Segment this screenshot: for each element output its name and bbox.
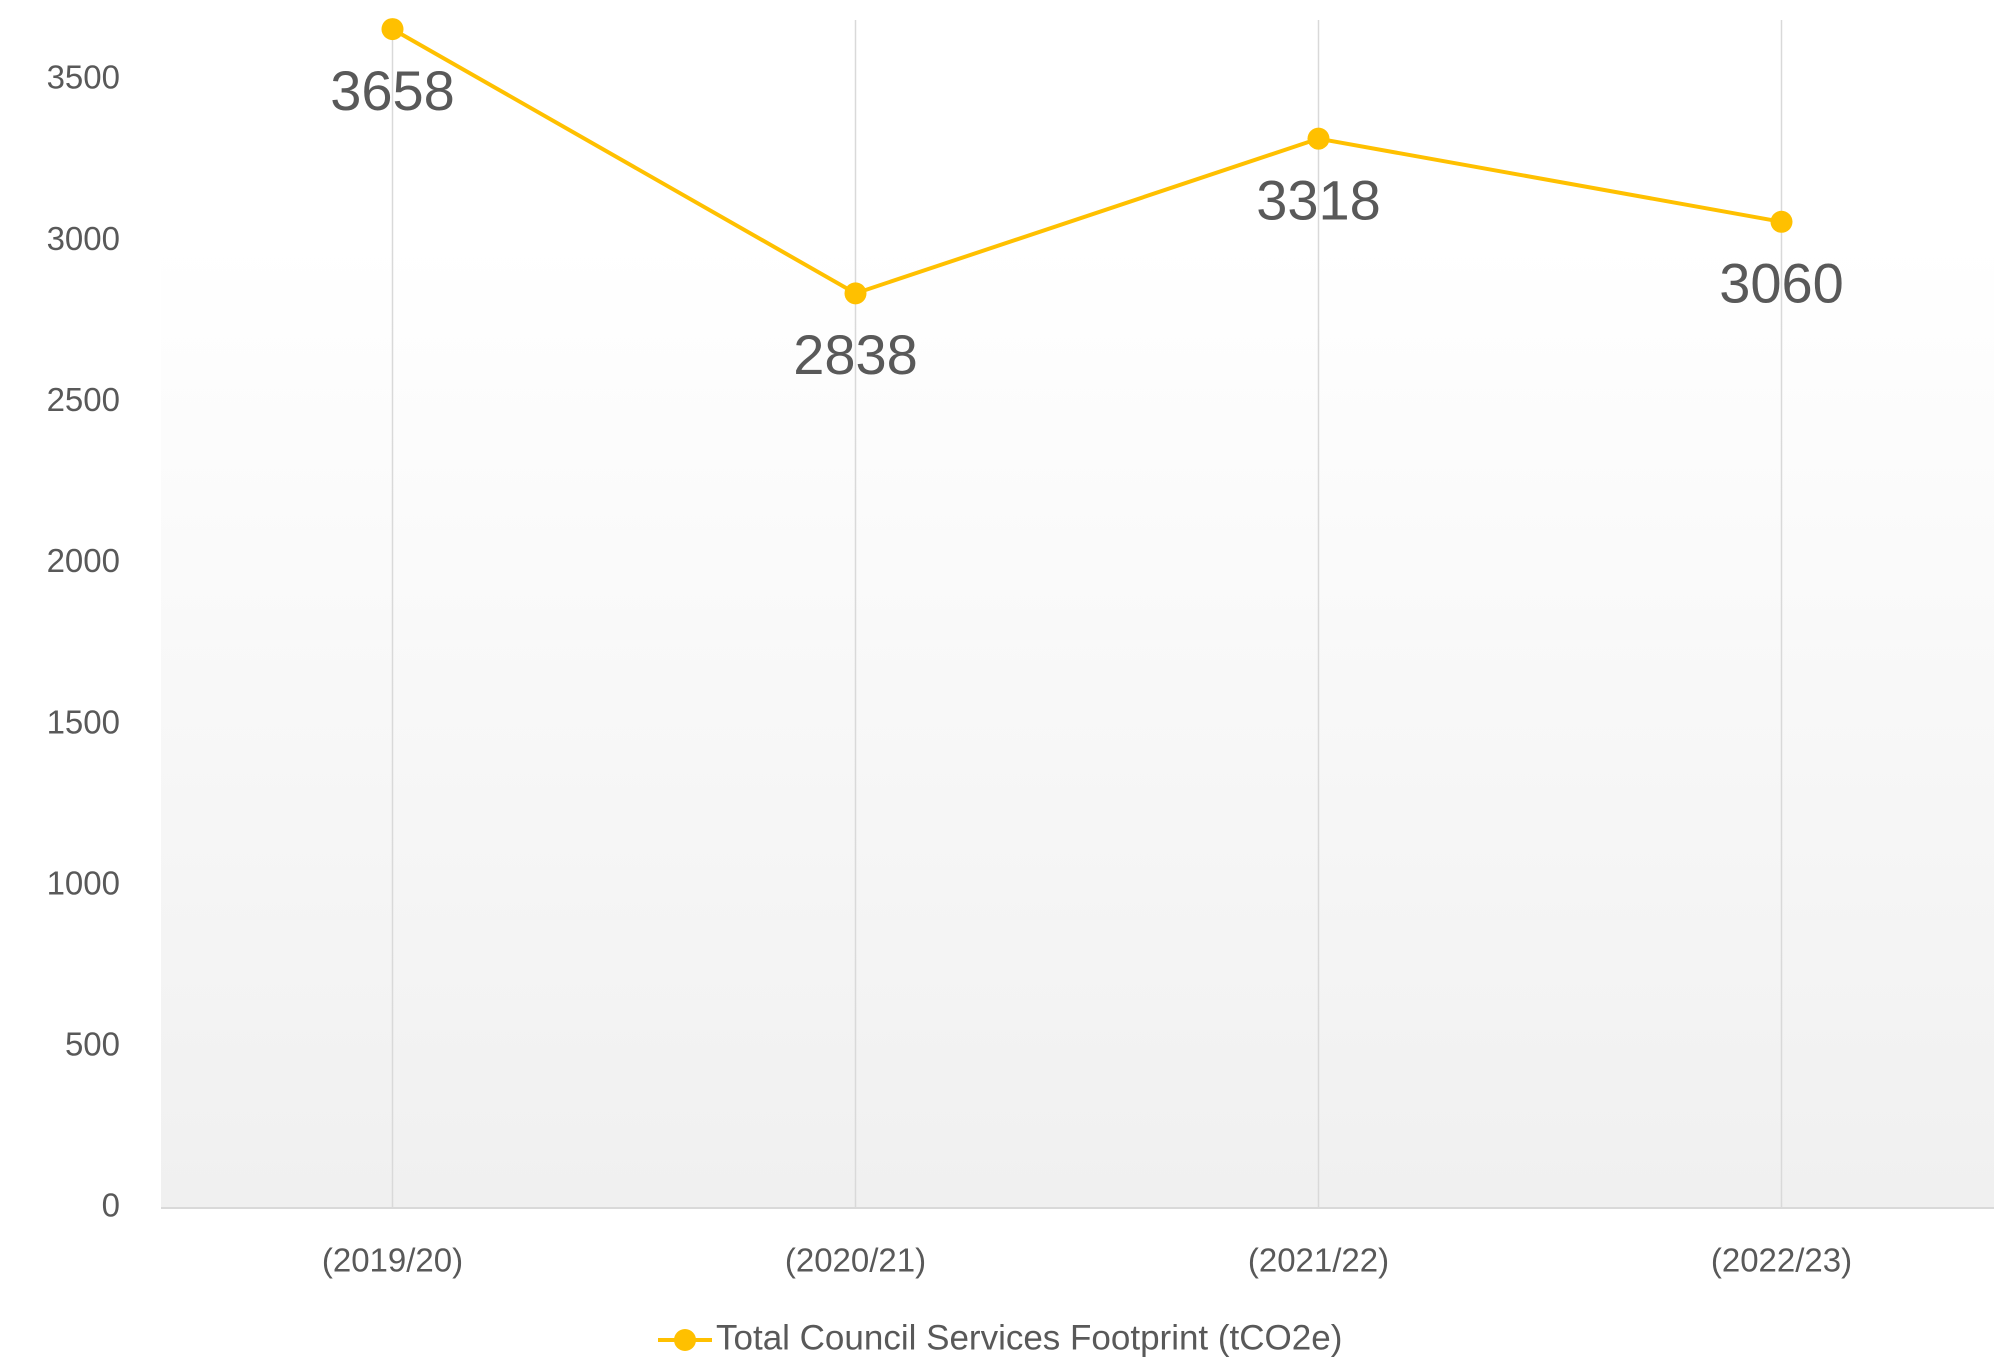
data-label: 2838 — [793, 323, 918, 386]
x-tick-label: (2020/21) — [785, 1242, 926, 1279]
point — [1307, 127, 1330, 150]
x-tick-label: (2022/23) — [1711, 1242, 1852, 1279]
legend-marker — [674, 1329, 696, 1351]
y-tick-label: 3500 — [47, 59, 120, 96]
legend-label: Total Council Services Footprint (tCO2e) — [716, 1318, 1342, 1357]
y-tick-label: 1500 — [47, 703, 120, 740]
data-label: 3318 — [1256, 168, 1381, 231]
point — [844, 282, 867, 305]
data-label: 3658 — [330, 59, 455, 122]
point — [381, 18, 404, 41]
point — [1770, 210, 1793, 233]
series-line — [391, 27, 1782, 296]
y-tick-label: 3000 — [47, 220, 120, 257]
y-tick-label: 2500 — [47, 381, 120, 418]
y-tick-label: 0 — [102, 1187, 120, 1224]
y-tick-label: 2000 — [47, 542, 120, 579]
y-tick-label: 1000 — [47, 864, 120, 901]
x-tick-label: (2019/20) — [322, 1242, 463, 1279]
data-label: 3060 — [1719, 252, 1844, 315]
x-tick-label: (2021/22) — [1248, 1242, 1389, 1279]
y-tick-label: 500 — [65, 1026, 120, 1063]
plot-background — [161, 0, 1994, 1208]
